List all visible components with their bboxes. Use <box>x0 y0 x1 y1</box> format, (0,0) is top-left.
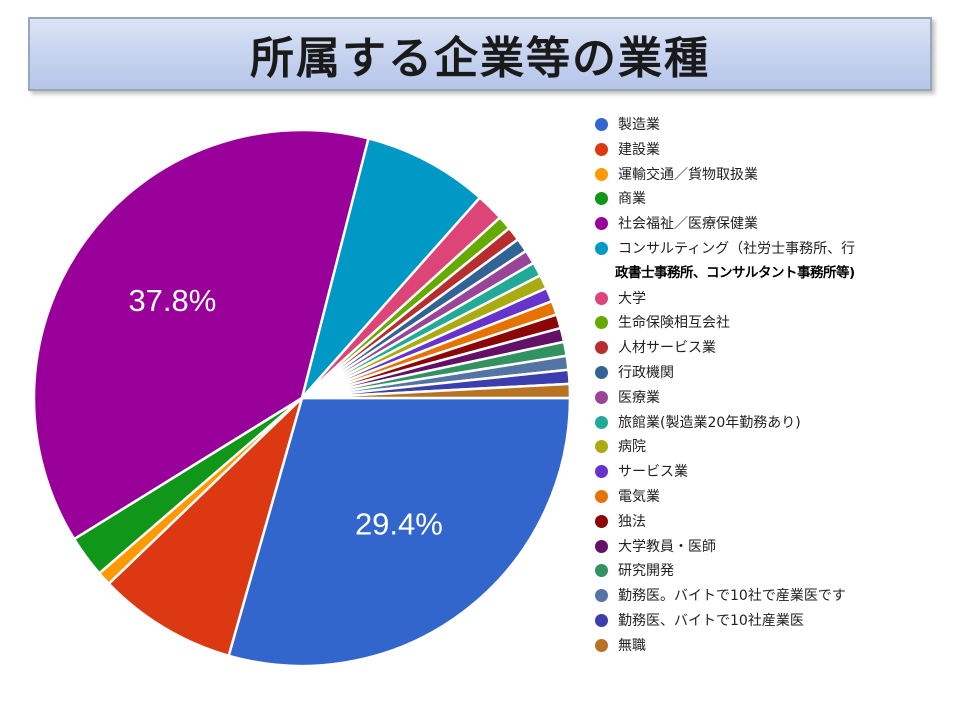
legend-label: 建設業 <box>618 141 660 158</box>
legend-label: 大学教員・医師 <box>618 538 716 555</box>
legend-label: 病院 <box>618 439 646 456</box>
legend-item: 電気業 <box>592 486 952 511</box>
legend-item: 大学教員・医師 <box>592 536 952 561</box>
legend-label: 研究開発 <box>618 563 674 580</box>
legend-swatch <box>595 118 608 131</box>
legend-swatch <box>595 291 608 305</box>
legend-item: 無職 <box>592 635 952 660</box>
legend-label: 勤務医。バイトで10社で産業医です <box>618 588 846 605</box>
legend-label: 勤務医、バイトで10社産業医 <box>618 612 804 629</box>
legend-swatch <box>595 465 608 479</box>
chart-title: 所属する企業等の業種 <box>250 33 710 84</box>
legend-item: 病院 <box>592 436 952 461</box>
legend-item: 製造業 <box>592 114 952 139</box>
legend-item: 行政機関 <box>592 362 952 387</box>
legend-swatch <box>595 365 608 379</box>
legend-item: 運輸交通／貨物取扱業 <box>592 164 952 189</box>
pie-slice <box>227 396 572 668</box>
legend-label: 商業 <box>618 191 646 208</box>
chart-legend: 製造業建設業運輸交通／貨物取扱業 商業社会福祉／医療保健業コンサルティング（社労士… <box>592 114 952 660</box>
legend-label: 旅館業(製造業20年勤務あり) <box>618 414 801 431</box>
legend-label: 人材サービス業 <box>618 340 716 357</box>
pie-slice <box>107 396 304 658</box>
pie-slice <box>300 382 572 400</box>
legend-item: 生命保険相互会社 <box>592 312 952 337</box>
legend-swatch <box>595 613 608 627</box>
slice-percent-label: 29.4% <box>355 506 443 541</box>
legend-swatch <box>595 440 608 454</box>
legend-swatch <box>595 514 608 528</box>
legend-item: 研究開発 <box>592 560 952 585</box>
legend-swatch <box>595 142 608 156</box>
legend-label: コンサルティング（社労士事務所、行 <box>618 240 856 257</box>
legend-item: 人材サービス業 <box>592 337 952 362</box>
legend-item: 社会福祉／医療保健業 <box>592 213 952 238</box>
legend-item: 勤務医。バイトで10社で産業医です <box>592 585 952 610</box>
legend-swatch <box>595 217 608 231</box>
legend-swatch <box>595 489 608 503</box>
pie-slice <box>300 137 482 400</box>
title-banner: 所属する企業等の業種 <box>28 17 932 91</box>
legend-label: 社会福祉／医療保健業 <box>618 216 758 233</box>
legend-label: 電気業 <box>618 488 660 505</box>
legend-item: コンサルティング（社労士事務所、行 政書士事務所、コンサルタント事務所等) <box>592 238 952 288</box>
legend-swatch <box>595 390 608 404</box>
legend-item: 旅館業(製造業20年勤務あり) <box>592 412 952 437</box>
legend-swatch <box>595 167 608 181</box>
legend-label-line2: 政書士事務所、コンサルタント事務所等) <box>615 264 855 281</box>
legend-swatch <box>595 316 608 330</box>
legend-item: 建設業 <box>592 139 952 164</box>
legend-swatch <box>595 539 608 553</box>
legend-label: 生命保険相互会社 <box>618 315 730 332</box>
slice-percent-label: 37.8% <box>128 283 216 318</box>
legend-swatch <box>595 415 608 429</box>
legend-label: 大学 <box>618 290 646 307</box>
legend-label: 運輸交通／貨物取扱業 <box>618 166 758 183</box>
legend-swatch <box>595 589 608 603</box>
legend-label: 無職 <box>618 637 646 654</box>
legend-swatch <box>595 241 608 255</box>
legend-label: 行政機関 <box>618 364 674 381</box>
legend-item: 医療業 <box>592 387 952 412</box>
legend-swatch <box>595 638 608 652</box>
legend-swatch <box>595 192 608 206</box>
legend-item: 勤務医、バイトで10社産業医 <box>592 610 952 635</box>
legend-item: 商業 <box>592 188 952 213</box>
legend-item: サービス業 <box>592 461 952 486</box>
legend-label: 製造業 <box>618 117 660 133</box>
legend-label: 独法 <box>618 513 646 530</box>
legend-swatch <box>595 564 608 578</box>
legend-label: 医療業 <box>618 389 660 406</box>
legend-swatch <box>595 341 608 355</box>
legend-item: 大学 <box>592 288 952 313</box>
legend-item: 独法 <box>592 511 952 536</box>
pie-slice <box>32 128 370 541</box>
legend-label: サービス業 <box>618 464 688 481</box>
